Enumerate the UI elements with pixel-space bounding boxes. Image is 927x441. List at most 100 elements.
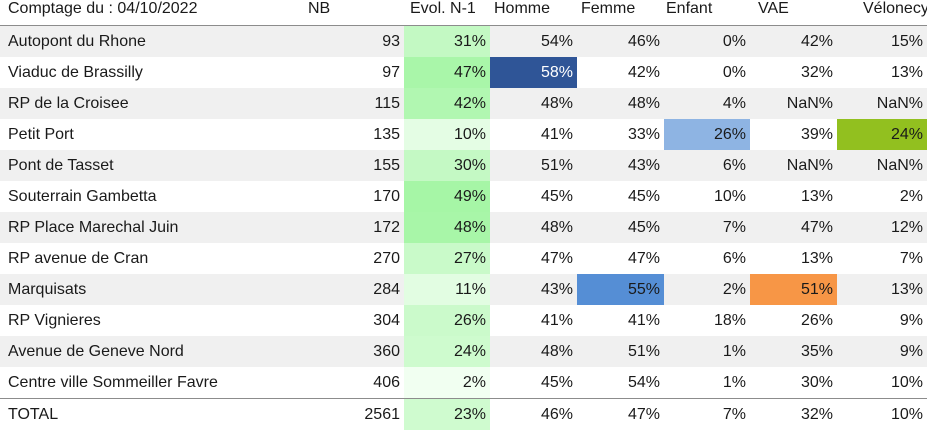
- row-label: RP Place Marechal Juin: [0, 212, 304, 243]
- column-header-evol: Evol. N-1: [404, 0, 490, 26]
- cell-enfant: 0%: [664, 57, 750, 88]
- cell-velonecy: 10%: [837, 367, 927, 399]
- cell-enfant: 2%: [664, 274, 750, 305]
- comptage-table: Comptage du : 04/10/2022 NB Evol. N-1 Ho…: [0, 0, 927, 430]
- cell-vae: 30%: [750, 367, 837, 399]
- total-row: TOTAL 2561 23% 46% 47% 7% 32% 10%: [0, 398, 927, 430]
- row-label: RP de la Croisee: [0, 88, 304, 119]
- cell-evol: 31%: [404, 25, 490, 57]
- cell-vae: 13%: [750, 181, 837, 212]
- cell-evol: 10%: [404, 119, 490, 150]
- cell-nb: 406: [304, 367, 404, 399]
- cell-femme: 41%: [577, 305, 664, 336]
- total-femme: 47%: [577, 398, 664, 430]
- cell-nb: 270: [304, 243, 404, 274]
- total-homme: 46%: [490, 398, 577, 430]
- cell-evol: 27%: [404, 243, 490, 274]
- cell-velonecy: 9%: [837, 305, 927, 336]
- cell-nb: 93: [304, 25, 404, 57]
- cell-velonecy: 2%: [837, 181, 927, 212]
- cell-homme: 43%: [490, 274, 577, 305]
- row-label: Marquisats: [0, 274, 304, 305]
- cell-vae: NaN%: [750, 88, 837, 119]
- cell-nb: 115: [304, 88, 404, 119]
- cell-femme: 55%: [577, 274, 664, 305]
- cell-enfant: 0%: [664, 25, 750, 57]
- cell-evol: 30%: [404, 150, 490, 181]
- cell-vae: NaN%: [750, 150, 837, 181]
- row-label: Pont de Tasset: [0, 150, 304, 181]
- cell-vae: 51%: [750, 274, 837, 305]
- table-body: Autopont du Rhone 93 31% 54% 46% 0% 42% 15% Viad…: [0, 25, 927, 399]
- table-row: RP Vignieres 304 26% 41% 41% 18% 26% 9%: [0, 305, 927, 336]
- column-header-velonecy: Vélonecy: [837, 0, 927, 26]
- total-enfant: 7%: [664, 398, 750, 430]
- cell-vae: 42%: [750, 25, 837, 57]
- cell-femme: 46%: [577, 25, 664, 57]
- cell-homme: 41%: [490, 119, 577, 150]
- cell-evol: 26%: [404, 305, 490, 336]
- cell-homme: 45%: [490, 367, 577, 399]
- cell-femme: 33%: [577, 119, 664, 150]
- cell-nb: 135: [304, 119, 404, 150]
- total-vae: 32%: [750, 398, 837, 430]
- row-label: Petit Port: [0, 119, 304, 150]
- header-row: Comptage du : 04/10/2022 NB Evol. N-1 Ho…: [0, 0, 927, 26]
- total-evol: 23%: [404, 398, 490, 430]
- cell-nb: 155: [304, 150, 404, 181]
- cell-nb: 284: [304, 274, 404, 305]
- cell-evol: 11%: [404, 274, 490, 305]
- cell-velonecy: 12%: [837, 212, 927, 243]
- cell-nb: 170: [304, 181, 404, 212]
- cell-femme: 48%: [577, 88, 664, 119]
- cell-evol: 24%: [404, 336, 490, 367]
- column-header-nb: NB: [304, 0, 404, 26]
- cell-enfant: 1%: [664, 336, 750, 367]
- cell-homme: 48%: [490, 212, 577, 243]
- cell-velonecy: NaN%: [837, 88, 927, 119]
- table-row: RP Place Marechal Juin 172 48% 48% 45% 7% 47% 1…: [0, 212, 927, 243]
- total-label: TOTAL: [0, 398, 304, 430]
- cell-velonecy: 9%: [837, 336, 927, 367]
- table-row: Centre ville Sommeiller Favre 406 2% 45% 54%…: [0, 367, 927, 399]
- row-label: Autopont du Rhone: [0, 25, 304, 57]
- cell-vae: 39%: [750, 119, 837, 150]
- cell-enfant: 10%: [664, 181, 750, 212]
- cell-velonecy: 24%: [837, 119, 927, 150]
- table-row: Marquisats 284 11% 43% 55% 2% 51% 13%: [0, 274, 927, 305]
- cell-enfant: 18%: [664, 305, 750, 336]
- cell-velonecy: 13%: [837, 274, 927, 305]
- cell-femme: 42%: [577, 57, 664, 88]
- cell-femme: 45%: [577, 181, 664, 212]
- table-row: Avenue de Geneve Nord 360 24% 48% 51% 1% 35% 9%: [0, 336, 927, 367]
- table-title: Comptage du : 04/10/2022: [0, 0, 304, 26]
- row-label: Viaduc de Brassilly: [0, 57, 304, 88]
- cell-vae: 32%: [750, 57, 837, 88]
- cell-homme: 41%: [490, 305, 577, 336]
- cell-nb: 97: [304, 57, 404, 88]
- column-header-femme: Femme: [577, 0, 664, 26]
- cell-nb: 172: [304, 212, 404, 243]
- cell-velonecy: NaN%: [837, 150, 927, 181]
- cell-enfant: 4%: [664, 88, 750, 119]
- cell-homme: 58%: [490, 57, 577, 88]
- row-label: Centre ville Sommeiller Favre: [0, 367, 304, 399]
- row-label: RP avenue de Cran: [0, 243, 304, 274]
- cell-homme: 48%: [490, 88, 577, 119]
- table-row: Viaduc de Brassilly 97 47% 58% 42% 0% 32% 13%: [0, 57, 927, 88]
- total-nb: 2561: [304, 398, 404, 430]
- row-label: Avenue de Geneve Nord: [0, 336, 304, 367]
- column-header-enfant: Enfant: [664, 0, 750, 26]
- cell-vae: 47%: [750, 212, 837, 243]
- cell-vae: 35%: [750, 336, 837, 367]
- cell-evol: 2%: [404, 367, 490, 399]
- cell-velonecy: 13%: [837, 57, 927, 88]
- cell-enfant: 6%: [664, 243, 750, 274]
- cell-femme: 54%: [577, 367, 664, 399]
- row-label: RP Vignieres: [0, 305, 304, 336]
- cell-homme: 54%: [490, 25, 577, 57]
- cell-evol: 49%: [404, 181, 490, 212]
- cell-nb: 304: [304, 305, 404, 336]
- column-header-vae: VAE: [750, 0, 837, 26]
- cell-velonecy: 7%: [837, 243, 927, 274]
